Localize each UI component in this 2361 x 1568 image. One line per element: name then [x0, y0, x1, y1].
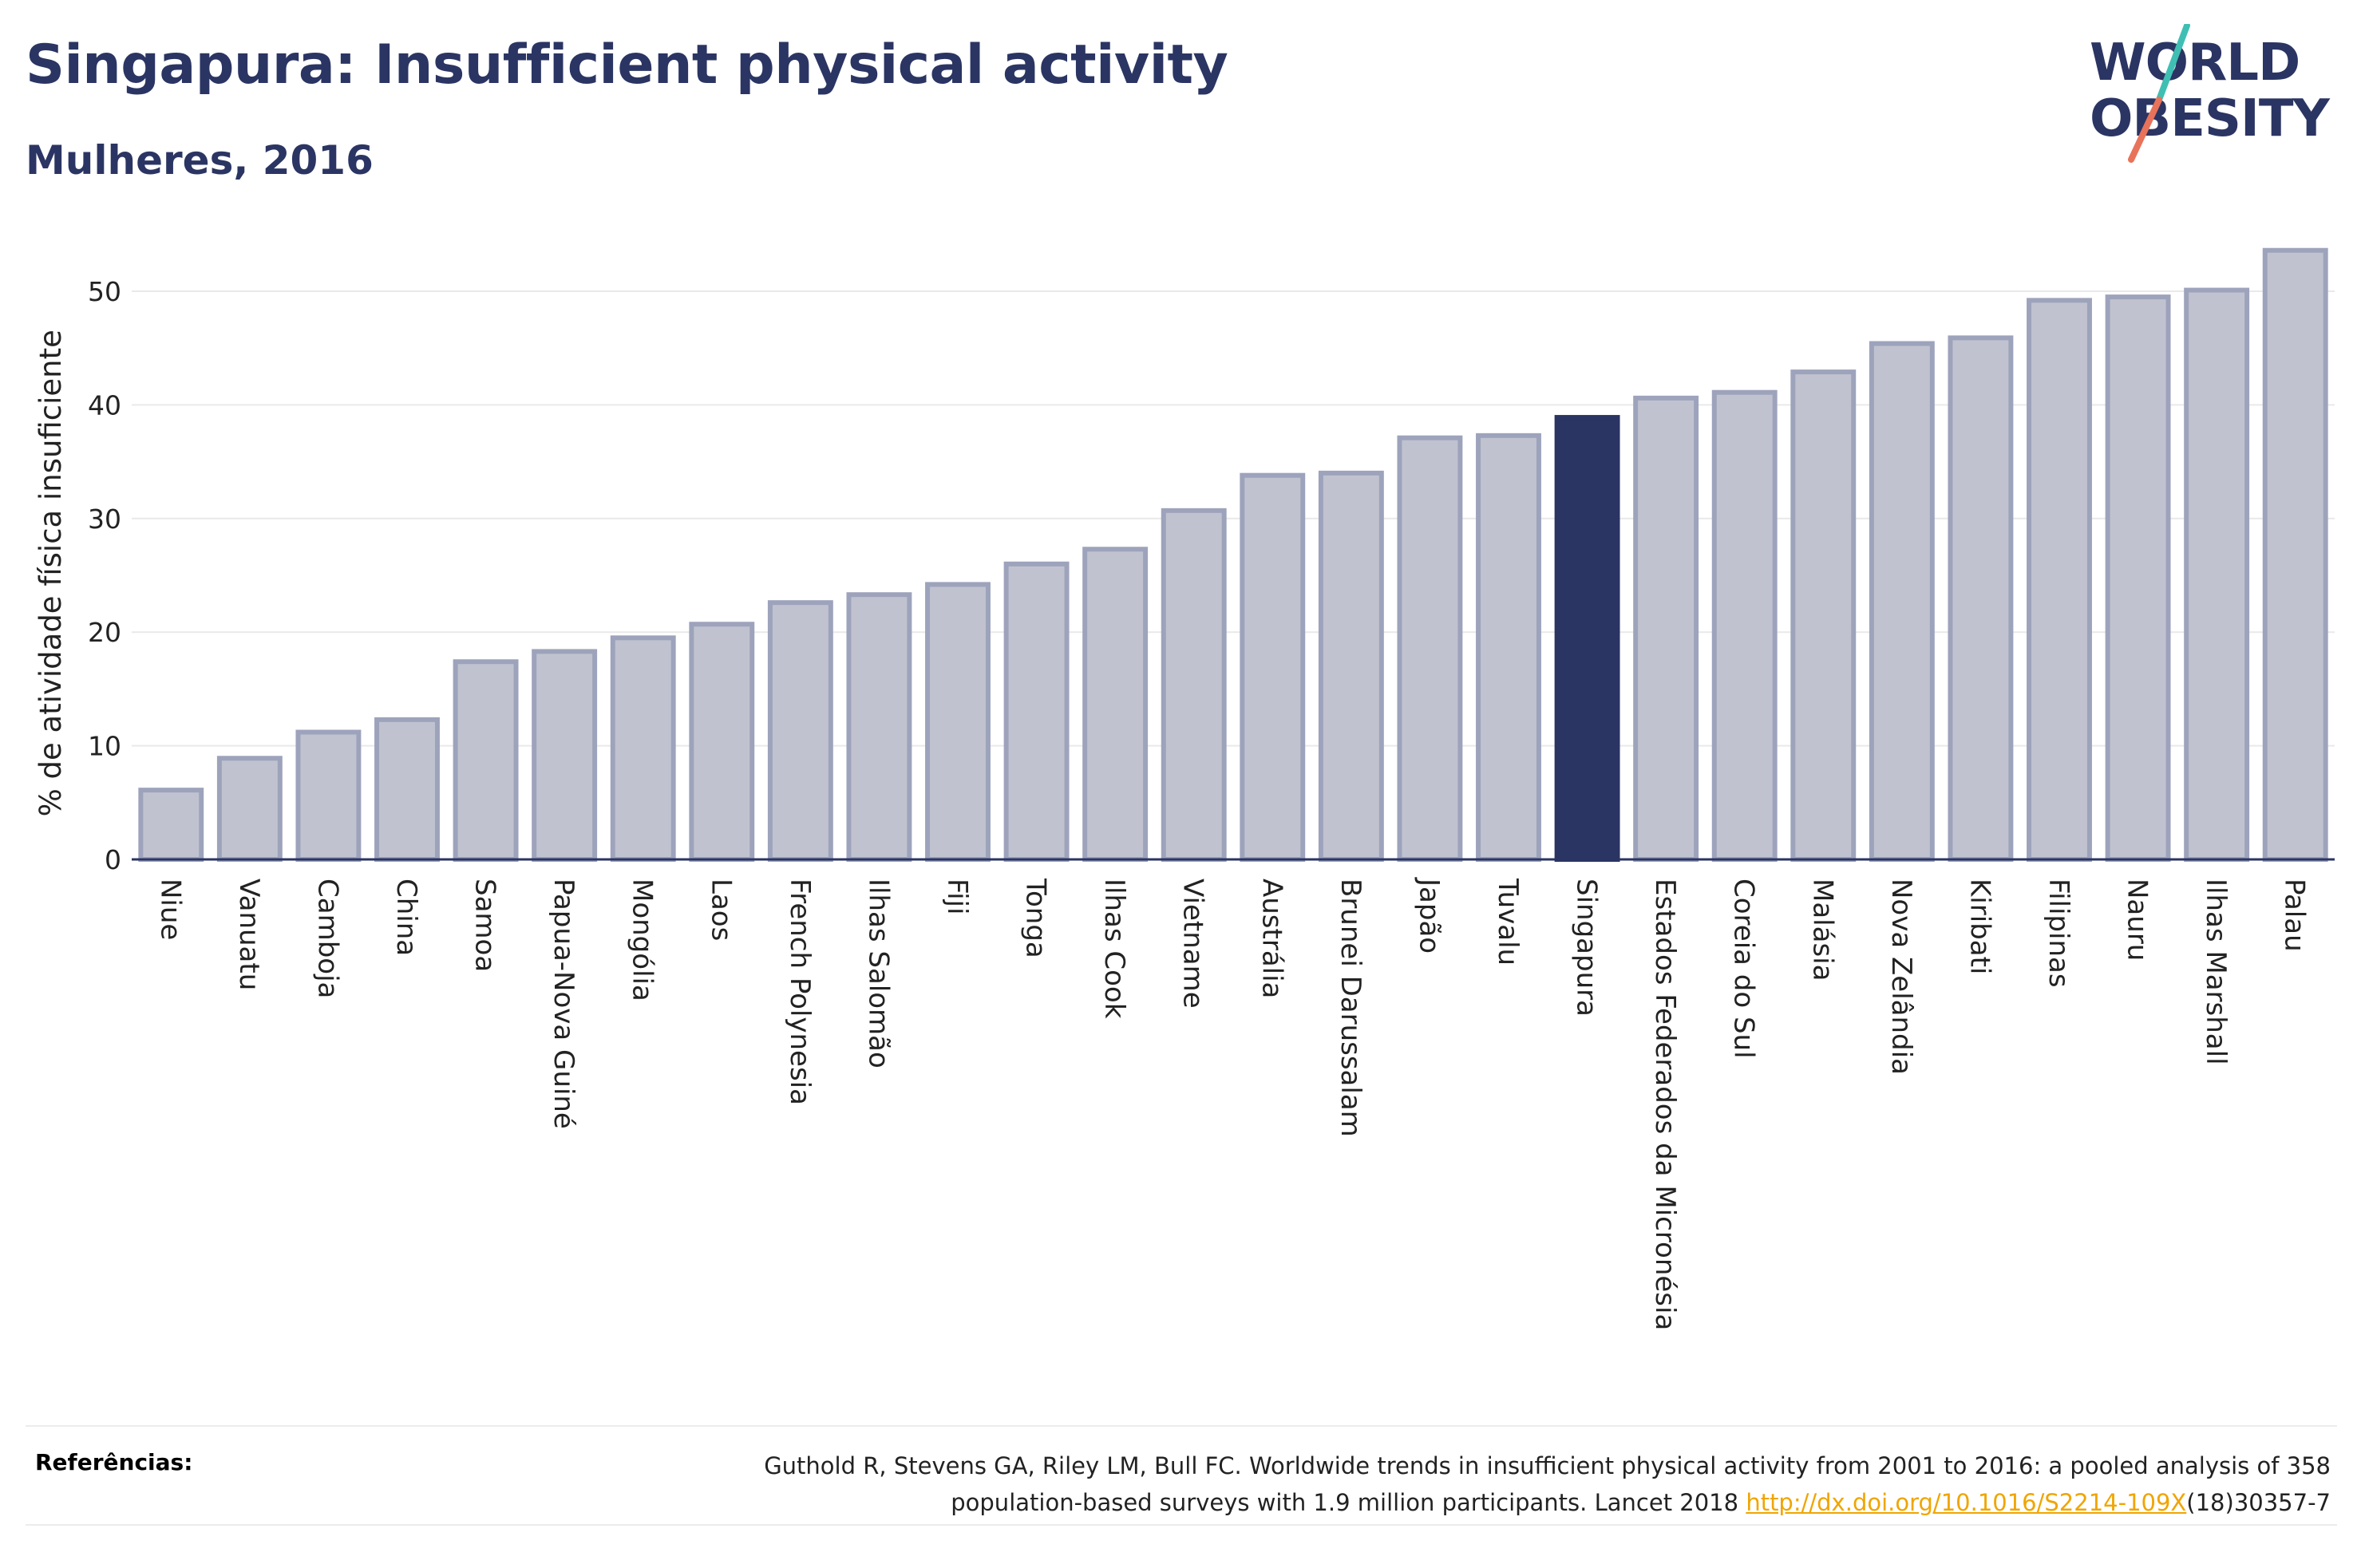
bar — [1397, 435, 1463, 862]
reference-text-before-link: population-based surveys with 1.9 millio… — [951, 1489, 1746, 1516]
world-obesity-logo: WORLD OBESITY — [2090, 24, 2331, 163]
x-tick-label: Kiribati — [1964, 879, 1995, 974]
x-tick-label: Tonga — [1020, 878, 1052, 958]
x-tick-label: Palau — [2279, 879, 2311, 952]
x-tick-label: Singapura — [1571, 879, 1603, 1017]
x-tick-label: Estados Federados da Micronésia — [1649, 879, 1681, 1330]
reference-doi-link[interactable]: http://dx.doi.org/10.1016/S2214-109X — [1746, 1489, 2187, 1516]
bar — [532, 649, 598, 863]
x-tick-label: Coreia do Sul — [1728, 879, 1760, 1059]
x-tick-label: Vanuatu — [233, 879, 265, 990]
bar — [1082, 547, 1149, 862]
x-tick-label: Niue — [154, 879, 186, 940]
bar — [1240, 472, 1306, 862]
x-tick-label: Brunei Darussalam — [1335, 879, 1366, 1137]
bar — [846, 592, 912, 862]
bar-highlight — [1554, 415, 1620, 862]
bar — [689, 622, 755, 862]
reference-line-2: population-based surveys with 1.9 millio… — [575, 1484, 2331, 1521]
bar — [1003, 561, 1070, 862]
x-tick-label: Austrália — [1256, 879, 1287, 998]
bar — [453, 659, 519, 862]
x-tick-label: Papua-Nova Guiné — [548, 879, 579, 1129]
x-tick-label: Vietname — [1177, 879, 1209, 1009]
x-tick-label: Laos — [705, 879, 737, 941]
bar — [138, 788, 204, 862]
reference-line-1: Guthold R, Stevens GA, Riley LM, Bull FC… — [764, 1452, 2331, 1479]
references-text: Guthold R, Stevens GA, Riley LM, Bull FC… — [575, 1448, 2331, 1521]
bar — [1711, 389, 1778, 862]
bar — [2184, 287, 2250, 862]
bar — [1869, 341, 1935, 862]
bar — [1161, 508, 1227, 862]
reference-text-after-link: (18)30357-7 — [2186, 1489, 2331, 1516]
bar — [2262, 247, 2328, 862]
x-tick-label: Nauru — [2122, 879, 2153, 961]
bar — [1790, 369, 1857, 862]
x-tick-label: Japão — [1413, 877, 1445, 954]
y-tick-label: 40 — [88, 389, 121, 421]
x-tick-label: Camboja — [311, 879, 343, 998]
divider-top — [26, 1425, 2337, 1427]
bar — [2027, 298, 2092, 862]
bar — [1948, 335, 2014, 863]
y-tick-label: 0 — [105, 844, 121, 875]
page-subtitle: Mulheres, 2016 — [26, 137, 374, 184]
logo-slash-bottom — [2128, 97, 2162, 163]
x-tick-label: Ilhas Marshall — [2200, 879, 2232, 1065]
x-tick-label: China — [390, 879, 422, 956]
bar — [1476, 432, 1541, 862]
bar — [374, 717, 440, 863]
x-tick-label: French Polynesia — [784, 879, 816, 1105]
logo-text-obesity: OBESITY — [2090, 89, 2330, 148]
bar — [2105, 294, 2171, 862]
references-label: Referências: — [35, 1449, 193, 1475]
x-tick-label: Fiji — [941, 879, 973, 914]
bar — [1318, 470, 1384, 863]
x-tick-label: Filipinas — [2043, 879, 2074, 988]
x-tick-label: Samoa — [469, 879, 501, 972]
bar — [295, 729, 362, 863]
logo-text-world: WORLD — [2090, 34, 2300, 93]
y-tick-label: 20 — [88, 617, 121, 648]
x-tick-label: Ilhas Salomão — [862, 879, 894, 1068]
divider-bottom — [26, 1524, 2337, 1526]
logo-slash-top — [2156, 24, 2190, 103]
y-tick-label: 50 — [88, 276, 121, 307]
bar — [1633, 395, 1699, 862]
x-tick-label: Mongólia — [627, 879, 658, 1001]
y-tick-label: 30 — [88, 504, 121, 535]
x-tick-label: Tuvalu — [1492, 878, 1524, 966]
bar — [216, 756, 283, 862]
x-tick-label: Ilhas Cook — [1098, 879, 1130, 1019]
x-tick-label: Malásia — [1806, 879, 1838, 981]
page-title: Singapura: Insufficient physical activit… — [26, 34, 1228, 97]
y-axis-label: % de atividade física insuficiente — [34, 330, 68, 816]
bar — [610, 635, 676, 862]
x-tick-label: Nova Zelândia — [1885, 879, 1917, 1075]
bar — [925, 582, 991, 863]
y-tick-label: 10 — [88, 731, 121, 762]
bar — [767, 600, 833, 863]
